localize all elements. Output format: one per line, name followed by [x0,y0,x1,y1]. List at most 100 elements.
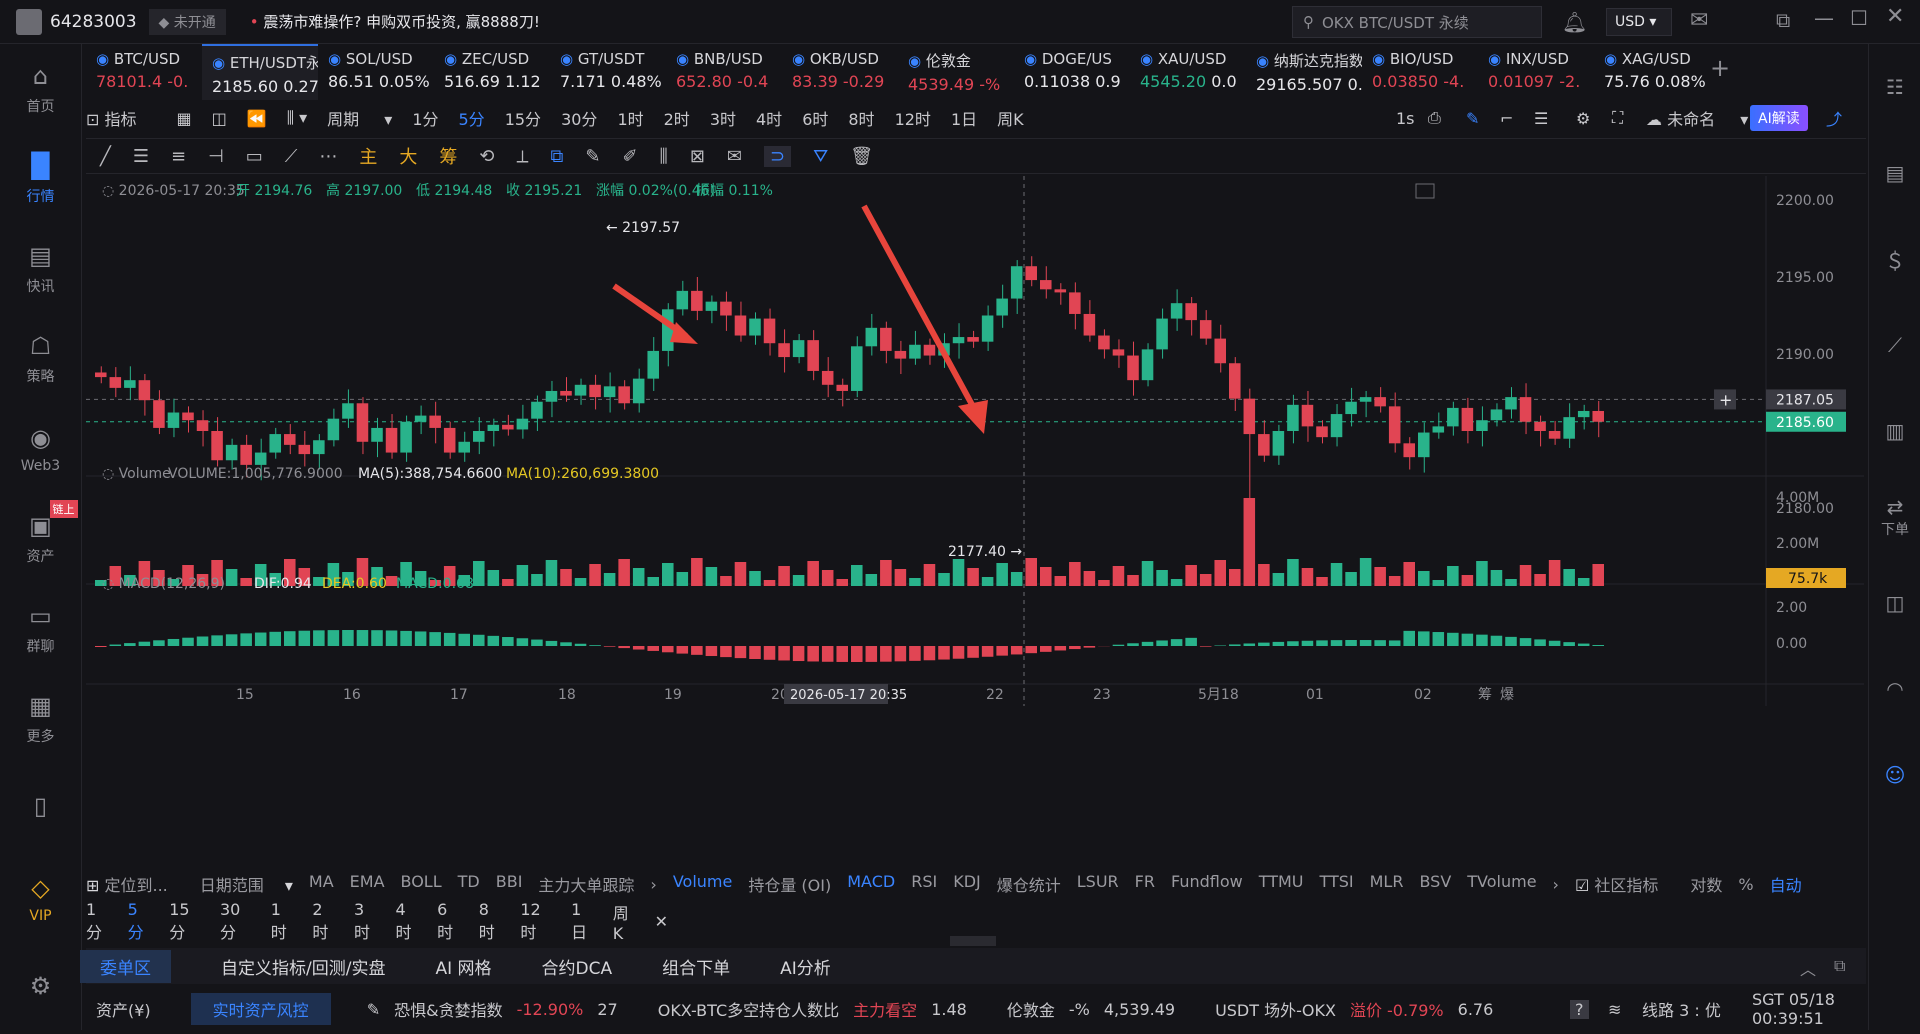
search-input[interactable]: ⚲ OKX BTC/USDT 永续 [1292,6,1542,38]
quick-period-option[interactable]: 4时 [396,900,420,943]
edit-icon[interactable]: ✎ [367,1000,380,1019]
chart-type-icon[interactable]: ⫼ ▾ [287,108,307,128]
marker-icon[interactable]: ✐ [622,146,637,167]
main-indicator-option[interactable]: BOLL [401,872,442,896]
layout-icon[interactable]: ◫ [1869,560,1920,646]
brush-icon[interactable]: ⟋ [285,146,298,167]
sub-indicator-option[interactable]: TTSI [1319,872,1353,896]
chart-icon[interactable]: ▥ [1869,388,1920,474]
locate-button[interactable]: ⊞ 定位到... [86,872,184,896]
collapse-handle[interactable] [950,936,996,946]
period-option[interactable]: 1时 [617,106,643,130]
settings-icon[interactable]: ⚙ [1576,109,1590,128]
avatar[interactable] [16,9,42,35]
sidebar-item-mobile[interactable]: ▯ [0,764,82,854]
sidebar-item-web3[interactable]: ◉Web3 [0,404,82,494]
sub-indicator-option[interactable]: 爆仓统计 [997,872,1061,896]
minimize-icon[interactable]: — [1814,6,1834,30]
quick-period-option[interactable]: 5分 [128,900,152,943]
calendar-icon[interactable]: ▦ [177,109,192,128]
period-option[interactable]: 2时 [664,106,690,130]
community-indicator-button[interactable]: ☑ 社区指标 [1575,872,1674,896]
news-ticker[interactable]: • 震荡市难操作? 申购双币投资, 赢8888刀! [250,11,540,32]
headset-icon[interactable]: ◠ [1869,646,1920,732]
sidebar-item-assets[interactable]: 链上▣资产 [0,494,82,584]
currency-select[interactable]: USD ▾ [1606,8,1672,36]
help-icon[interactable]: ? [1570,1000,1589,1019]
trend-icon[interactable]: ⟋ [1869,302,1920,388]
close-icon[interactable]: ✕ [1886,4,1904,29]
sub-indicator-option[interactable]: FR [1135,872,1155,896]
multi-line-icon[interactable]: ☰ [133,146,149,167]
cloud-save-dropdown[interactable]: ☁ 未命名 ▾ [1646,106,1748,130]
quick-period-option[interactable]: 3时 [354,900,378,943]
main-force-button[interactable]: 主 [359,143,377,169]
parallel-line-icon[interactable]: ≡ [171,146,186,167]
quick-period-option[interactable]: 周K [613,900,637,943]
dollar-icon[interactable]: ＄ [1869,216,1920,302]
document-icon[interactable]: ▤ [1869,130,1920,216]
sub-indicator-option[interactable]: BSV [1419,872,1451,896]
line-tool-icon[interactable]: ╱ [100,146,111,167]
auto-toggle[interactable]: 自动 [1770,872,1802,896]
sub-indicator-option[interactable]: RSI [911,872,937,896]
period-dropdown[interactable]: 周期 ▾ [327,106,392,130]
sub-indicator-option[interactable]: Volume [673,872,733,896]
period-option[interactable]: 1日 [951,106,977,130]
main-indicator-option[interactable]: EMA [350,872,385,896]
trash-icon[interactable]: 🗑︎ [850,146,873,167]
crop-icon[interactable]: ⌐ [1500,109,1513,128]
main-indicator-option[interactable]: 主力大单跟踪 [538,872,634,896]
replay-icon[interactable]: ⏪ [247,109,267,128]
bottom-tab[interactable]: 委单区 [80,950,171,983]
sidebar-item-market[interactable]: ▐▌行情 [0,134,82,224]
main-indicator-option[interactable]: TD [458,872,480,896]
sidebar-item-chat[interactable]: ▭群聊 [0,584,82,674]
period-option[interactable]: 8时 [848,106,874,130]
bottom-tab[interactable]: AI 网格 [435,954,491,979]
log-scale-toggle[interactable]: 对数 [1690,872,1722,896]
quick-period-option[interactable]: 1日 [571,900,595,943]
pen-icon[interactable]: ✎ [585,146,600,167]
sidebar-item-home[interactable]: ⌂首页 [0,44,82,134]
window-layout-icon[interactable]: ⧉ [1776,8,1790,32]
sidebar-item-news[interactable]: ▤快讯 [0,224,82,314]
measure-icon[interactable]: ⟲ [479,146,494,167]
big-order-button[interactable]: 大 [399,143,417,169]
period-option[interactable]: 5分 [459,106,485,130]
period-option[interactable]: 3时 [710,106,736,130]
sub-indicator-option[interactable]: TTMU [1259,872,1304,896]
period-option[interactable]: 15分 [505,106,541,130]
bottom-tab[interactable]: 合约DCA [542,954,613,979]
fullscreen-icon[interactable]: ⛶ [1612,108,1623,128]
sub-indicator-option[interactable]: 持仓量 (OI) [748,872,831,896]
order-button[interactable]: ⇄下单 [1869,474,1920,560]
grid-menu-icon[interactable]: ☷ [1869,44,1920,130]
main-indicator-option[interactable]: BBI [496,872,523,896]
bot-icon[interactable]: ☺ [1869,732,1920,818]
more-tools-icon[interactable]: ⋯ [319,146,337,167]
period-option[interactable]: 6时 [802,106,828,130]
bottom-tab[interactable]: 自定义指标/回测/实盘 [221,954,385,979]
popout-icon[interactable]: ⧉ [1834,956,1845,976]
rectangle-icon[interactable]: ▭ [246,146,263,167]
quick-period-option[interactable]: 1分 [86,900,110,943]
sub-indicator-option[interactable]: MLR [1370,872,1404,896]
period-option[interactable]: 周K [997,106,1024,130]
quick-period-option[interactable]: 6时 [437,900,461,943]
horizontal-line-icon[interactable]: ⊣ [208,146,224,167]
main-indicator-option[interactable]: MA [309,872,334,896]
quick-period-option[interactable]: 12时 [520,900,553,943]
sub-indicator-option[interactable]: TVolume [1467,872,1536,896]
note-icon[interactable]: ✉ [727,146,742,167]
camera-icon[interactable]: ⎙ [1428,108,1441,128]
chevron-right-icon[interactable]: › [1553,875,1559,894]
